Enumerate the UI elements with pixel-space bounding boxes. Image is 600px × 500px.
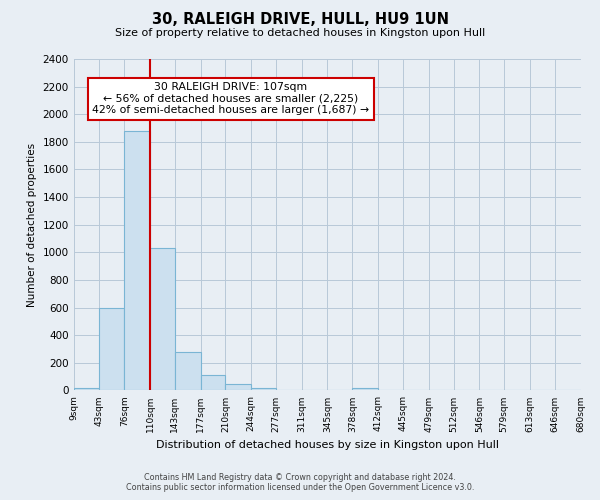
Bar [100, 308, 124, 390]
Bar [200, 375, 226, 390]
Bar [74, 388, 100, 390]
Text: 30, RALEIGH DRIVE, HULL, HU9 1UN: 30, RALEIGH DRIVE, HULL, HU9 1UN [151, 12, 449, 28]
X-axis label: Distribution of detached houses by size in Kingston upon Hull: Distribution of detached houses by size … [155, 440, 499, 450]
Bar [251, 388, 276, 390]
Bar [226, 384, 251, 390]
Bar [124, 131, 150, 390]
Y-axis label: Number of detached properties: Number of detached properties [27, 142, 37, 307]
Text: Size of property relative to detached houses in Kingston upon Hull: Size of property relative to detached ho… [115, 28, 485, 38]
Text: 30 RALEIGH DRIVE: 107sqm
← 56% of detached houses are smaller (2,225)
42% of sem: 30 RALEIGH DRIVE: 107sqm ← 56% of detach… [92, 82, 370, 116]
Bar [352, 388, 378, 390]
Text: Contains HM Land Registry data © Crown copyright and database right 2024.
Contai: Contains HM Land Registry data © Crown c… [126, 473, 474, 492]
Bar [175, 352, 200, 391]
Bar [150, 248, 175, 390]
